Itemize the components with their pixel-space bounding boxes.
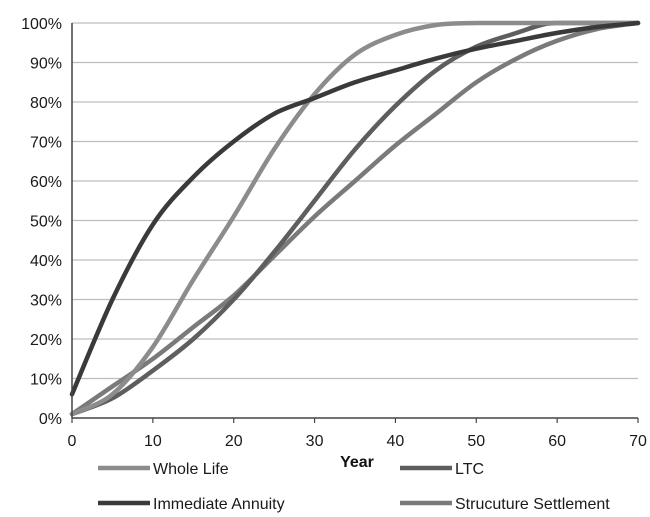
y-tick-label: 10% (30, 372, 62, 389)
y-tick-label: 0% (39, 411, 62, 428)
y-tick-label: 90% (30, 56, 62, 73)
legend-label: Strucuture Settlement (455, 496, 610, 513)
y-tick-label: 70% (30, 135, 62, 152)
x-tick-label: 50 (467, 433, 485, 450)
legend-label: Immediate Annuity (153, 496, 285, 513)
y-tick-label: 100% (21, 16, 62, 33)
x-axis-ticks: 0 10 20 30 40 50 60 70 (68, 418, 647, 450)
x-tick-label: 40 (387, 433, 405, 450)
y-tick-label: 80% (30, 95, 62, 112)
y-tick-label: 30% (30, 293, 62, 310)
y-tick-label: 50% (30, 214, 62, 231)
series-line-strucuture-settlement (69, 20, 641, 417)
x-tick-label: 30 (306, 433, 324, 450)
legend-item: Whole Life (98, 461, 229, 478)
y-axis-ticks: 0% 10% 20% 30% 40% 50% 60% 70% 80% 90% 100% (21, 16, 62, 428)
grid-lines (72, 22, 638, 380)
legend-item: Strucuture Settlement (400, 496, 610, 513)
y-tick-label: 60% (30, 174, 62, 191)
legend: Whole Life LTC Immediate Annuity Strucuture… (98, 461, 610, 513)
x-tick-label: 70 (629, 433, 647, 450)
y-tick-label: 20% (30, 332, 62, 349)
x-tick-label: 60 (548, 433, 566, 450)
legend-label: LTC (455, 461, 484, 478)
legend-label: Whole Life (153, 461, 229, 478)
x-axis-label: Year (340, 454, 374, 471)
x-tick-label: 0 (68, 433, 77, 450)
x-tick-label: 10 (144, 433, 162, 450)
series-line-whole-life (69, 20, 641, 417)
series-layer (69, 20, 641, 417)
axes (71, 23, 638, 419)
legend-item: LTC (400, 461, 484, 478)
legend-item: Immediate Annuity (98, 496, 285, 513)
x-tick-label: 20 (225, 433, 243, 450)
series-line-immediate-annuity (69, 20, 641, 397)
y-tick-label: 40% (30, 253, 62, 270)
